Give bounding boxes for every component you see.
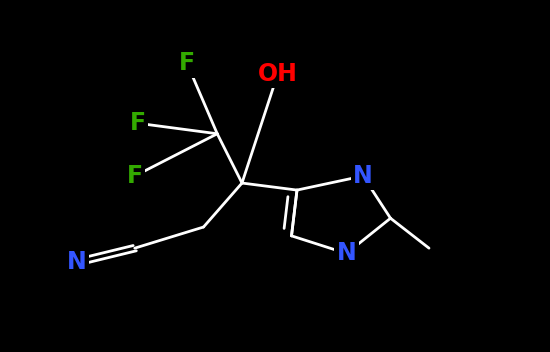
Text: N: N (353, 164, 373, 188)
Text: F: F (129, 111, 146, 135)
Text: F: F (179, 51, 195, 75)
Text: N: N (337, 241, 356, 265)
Text: N: N (67, 250, 87, 274)
Text: F: F (126, 164, 143, 188)
Text: OH: OH (258, 62, 298, 86)
